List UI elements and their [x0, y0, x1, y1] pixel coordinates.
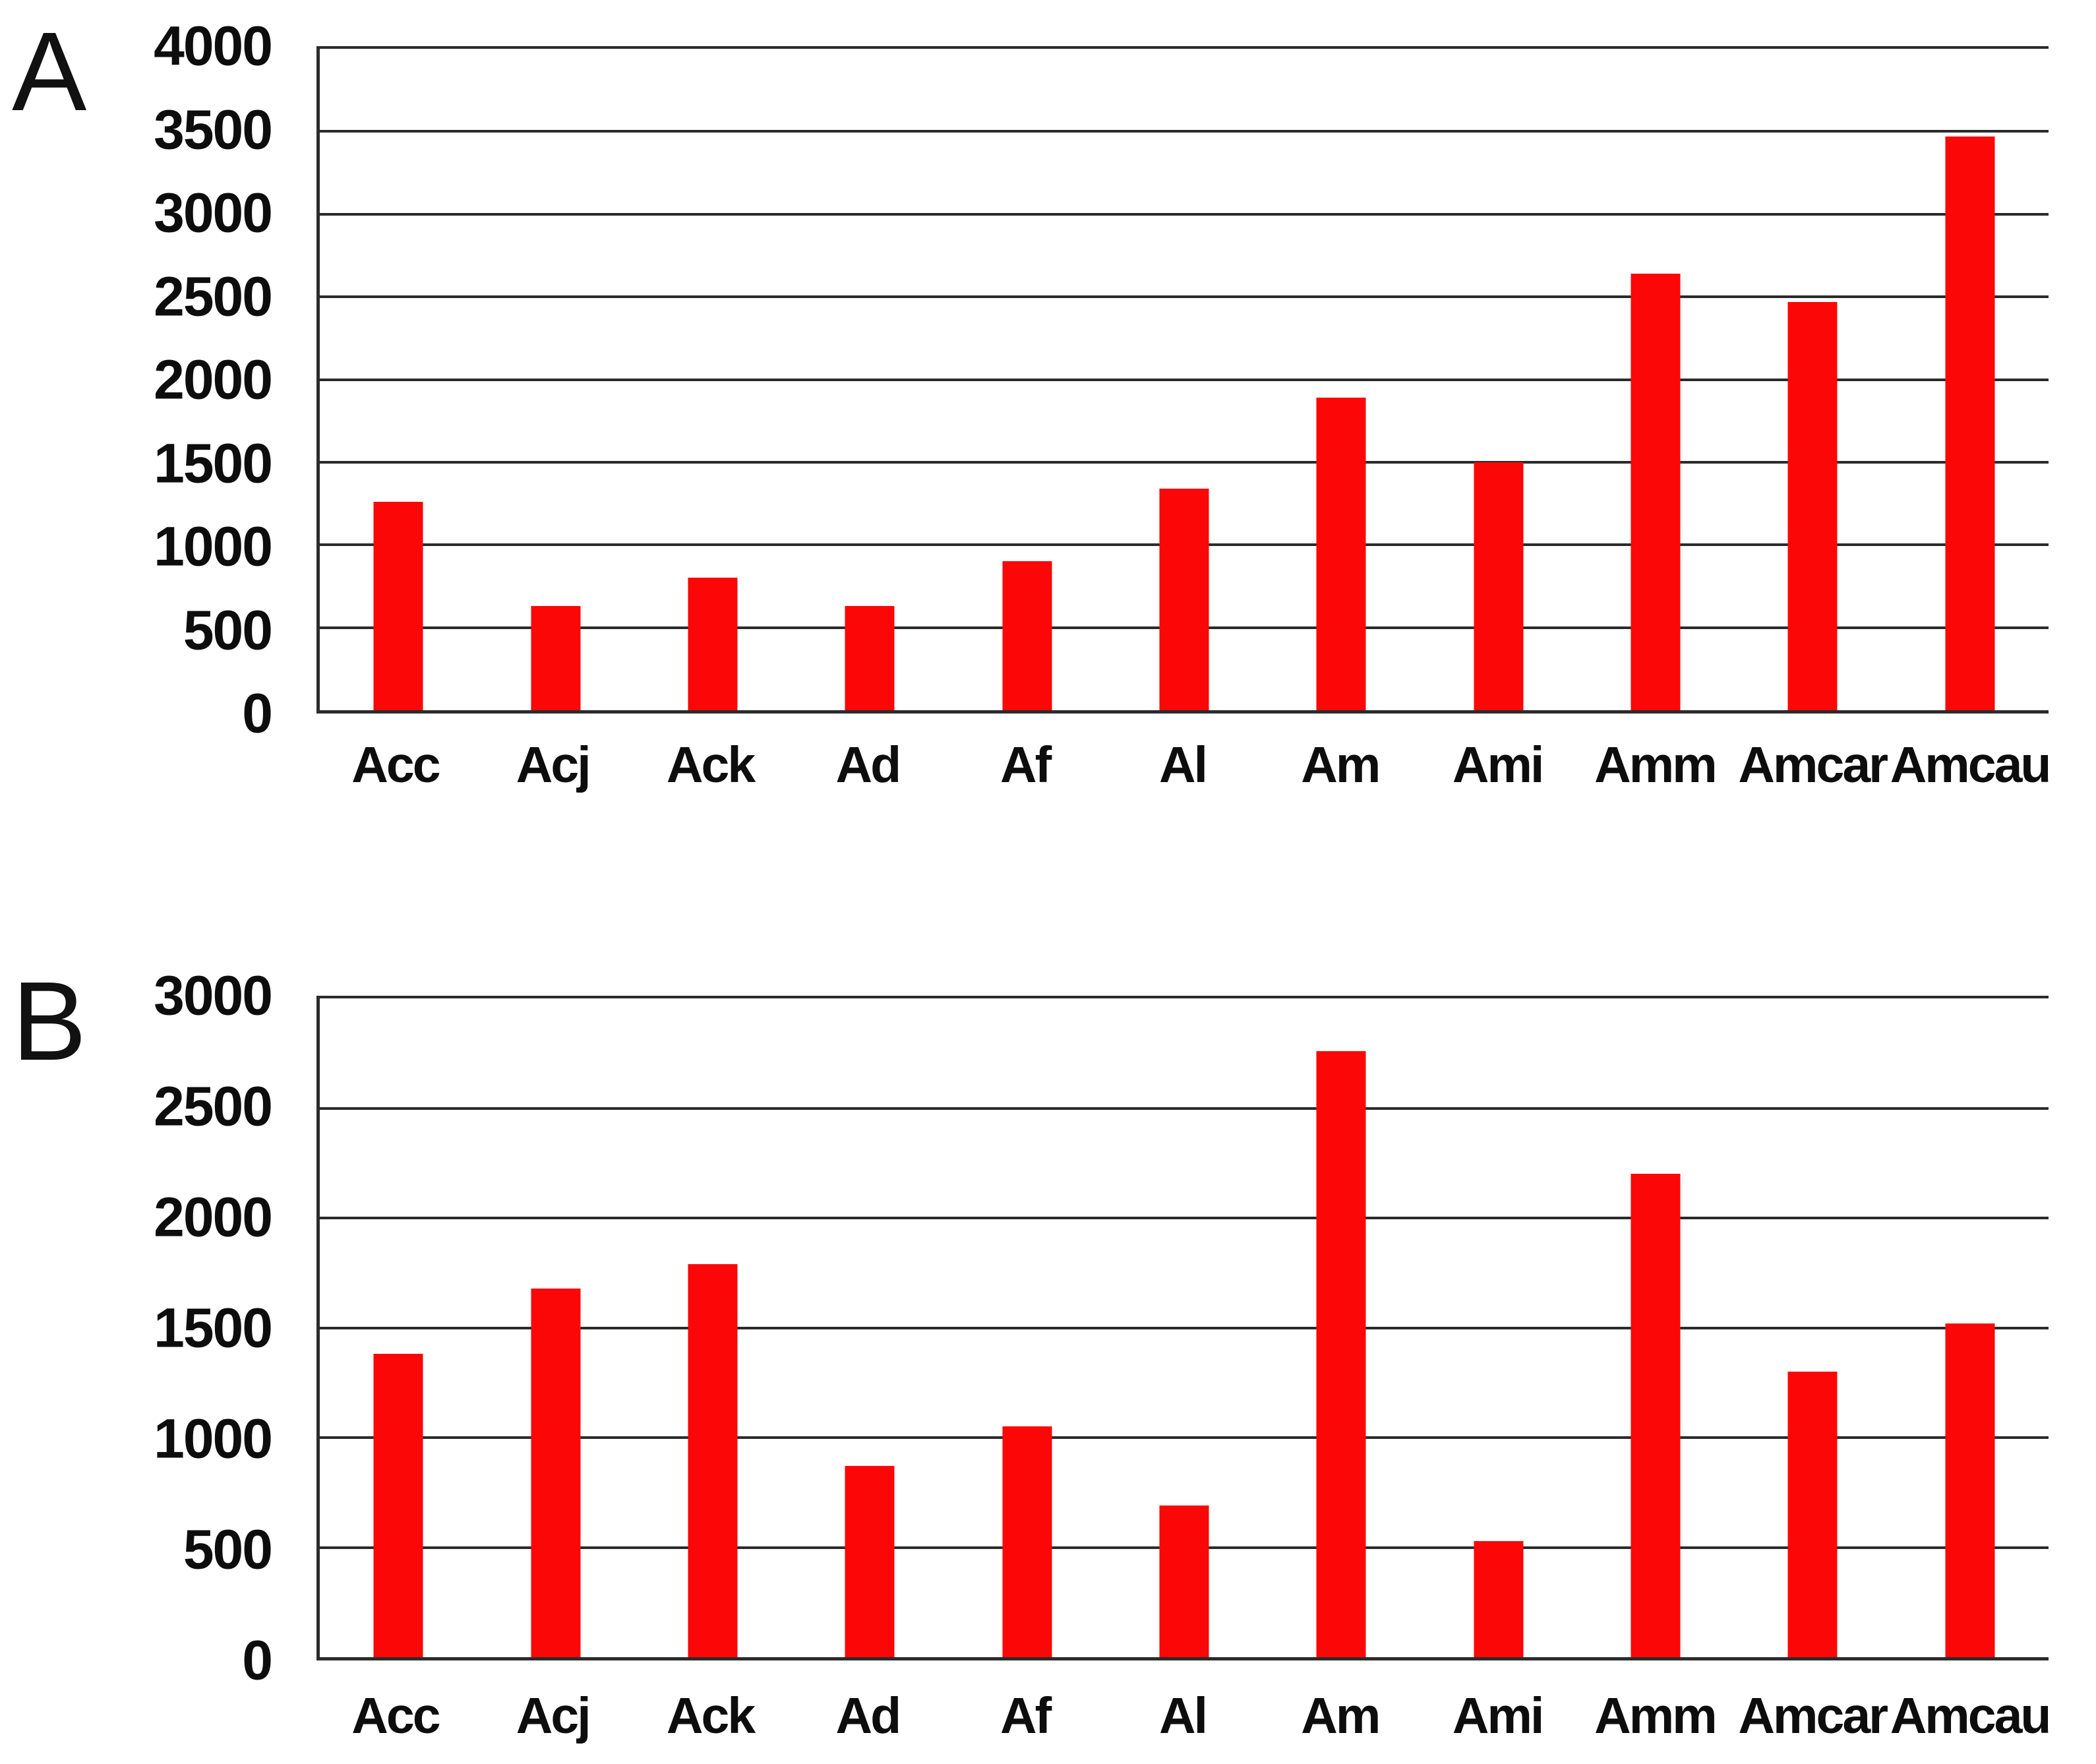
y-tick-label-1500: 1500 [154, 1296, 273, 1359]
gridline-3500 [320, 130, 2049, 133]
gridline-2500 [320, 1107, 2049, 1110]
y-tick-label-1500: 1500 [154, 432, 273, 494]
bar-acc [373, 1354, 423, 1657]
bar-ack [688, 1263, 738, 1657]
bar-ack [688, 578, 738, 710]
x-axis-labels-chart-b: Acc Acj Ack Ad Af Al Am Ami Amm Amcar Amcau [316, 1687, 2052, 1753]
gridline-2000 [320, 378, 2049, 381]
bar-af [1002, 1426, 1052, 1657]
x-category-label-ami: Ami [1452, 737, 1544, 793]
plot-area-chart-b [316, 996, 2049, 1660]
x-category-label-acj: Acj [516, 1688, 591, 1744]
x-category-label-acc: Acc [351, 737, 440, 793]
x-category-label-ack: Ack [666, 1688, 756, 1744]
panel-label-b: B [12, 959, 87, 1084]
x-category-label-ami: Ami [1452, 1688, 1544, 1744]
y-tick-label-2000: 2000 [154, 1186, 273, 1248]
x-category-label-al: Al [1159, 1688, 1208, 1744]
gridline-1500 [320, 1326, 2049, 1329]
gridline-2500 [320, 295, 2049, 299]
bar-ami [1474, 1540, 1524, 1657]
x-category-label-amm: Amm [1594, 737, 1718, 793]
x-category-label-am: Am [1301, 737, 1381, 793]
gridline-1000 [320, 1436, 2049, 1439]
y-tick-label-3000: 3000 [154, 181, 273, 244]
y-tick-label-500: 500 [183, 599, 273, 661]
x-category-label-al: Al [1159, 737, 1208, 793]
x-category-label-af: Af [1000, 737, 1052, 793]
gridline-3000 [320, 212, 2049, 216]
bar-am [1316, 1050, 1366, 1657]
plot-area-chart-a [316, 46, 2049, 714]
y-tick-label-3500: 3500 [154, 98, 273, 160]
y-tick-label-2000: 2000 [154, 348, 273, 411]
y-tick-label-3000: 3000 [154, 964, 273, 1027]
x-category-label-acj: Acj [516, 737, 591, 793]
bar-ad [845, 606, 895, 710]
y-tick-label-0: 0 [242, 682, 273, 745]
bar-acj [531, 1288, 581, 1657]
gridline-1500 [320, 460, 2049, 464]
bar-amcau [1945, 1323, 1995, 1657]
x-category-label-amcau: Amcau [1890, 1688, 2052, 1744]
bar-acc [373, 502, 423, 710]
gridline-2000 [320, 1217, 2049, 1219]
bar-amm [1631, 1174, 1681, 1657]
x-category-label-acc: Acc [351, 1688, 440, 1744]
x-category-label-ad: Ad [835, 737, 902, 793]
x-axis-labels-chart-a: Acc Acj Ack Ad Af Al Am Ami Amm Amcar Amcau [316, 736, 2052, 802]
x-category-label-ad: Ad [835, 1688, 902, 1744]
bar-am [1316, 398, 1366, 710]
y-tick-label-0: 0 [242, 1629, 273, 1691]
x-category-label-amcau: Amcau [1890, 737, 2052, 793]
x-category-label-amcar: Amcar [1738, 1688, 1888, 1744]
bar-ad [845, 1466, 895, 1657]
bar-amcar [1787, 301, 1838, 710]
bar-amcau [1945, 136, 1995, 710]
y-tick-label-2500: 2500 [154, 1075, 273, 1138]
bar-ami [1474, 462, 1524, 710]
bar-amcar [1787, 1372, 1838, 1657]
bar-al [1159, 1505, 1209, 1657]
y-tick-label-1000: 1000 [154, 515, 273, 578]
x-category-label-amm: Amm [1594, 1688, 1718, 1744]
y-axis-labels-chart-a: 4000 3500 3000 2500 2000 1500 1000 500 0 [74, 15, 273, 745]
panel-label-a: A [12, 9, 87, 135]
y-tick-label-4000: 4000 [154, 15, 273, 77]
bar-af [1002, 561, 1052, 710]
bar-al [1159, 489, 1209, 710]
bar-amm [1631, 274, 1681, 710]
x-category-label-amcar: Amcar [1738, 737, 1888, 793]
x-category-label-ack: Ack [666, 737, 756, 793]
x-category-label-am: Am [1301, 1688, 1381, 1744]
y-tick-label-500: 500 [183, 1518, 273, 1581]
y-tick-label-1000: 1000 [154, 1407, 273, 1470]
x-category-label-af: Af [1000, 1688, 1052, 1744]
y-tick-label-2500: 2500 [154, 265, 273, 327]
y-axis-labels-chart-b: 3000 2500 2000 1500 1000 500 0 [74, 965, 273, 1691]
bar-acj [531, 606, 581, 710]
